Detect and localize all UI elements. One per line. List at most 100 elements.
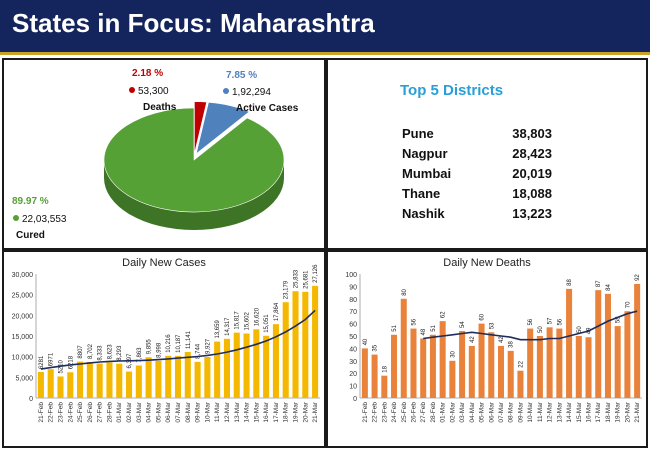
x-tick-label: 12-Mar xyxy=(224,401,231,422)
x-tick-label: 25-Feb xyxy=(77,402,84,423)
y-tick-label: 90 xyxy=(349,284,357,291)
bar xyxy=(624,311,631,398)
bar xyxy=(566,288,573,398)
district-name: Pune xyxy=(402,126,434,141)
bar-data-label: 6281 xyxy=(39,355,45,369)
bar xyxy=(145,357,152,398)
bar xyxy=(67,372,74,398)
district-name: Nashik xyxy=(402,206,445,221)
y-tick-label: 60 xyxy=(349,322,357,329)
district-value: 28,423 xyxy=(512,146,552,161)
bar-data-label: 23,179 xyxy=(284,280,290,299)
top-districts-title: Top 5 Districts xyxy=(400,82,504,99)
x-tick-label: 02-Mar xyxy=(126,401,133,422)
x-tick-label: 04-Mar xyxy=(469,401,476,422)
y-tick-label: 5,000 xyxy=(15,375,33,382)
district-value: 38,803 xyxy=(512,126,552,141)
bar-data-label: 53 xyxy=(489,322,495,329)
x-tick-label: 27-Feb xyxy=(97,402,104,423)
x-tick-label: 19-Mar xyxy=(615,401,622,422)
x-tick-label: 23-Feb xyxy=(57,402,64,423)
y-tick-label: 0 xyxy=(353,396,357,403)
x-tick-label: 23-Feb xyxy=(381,402,388,423)
bar xyxy=(381,375,388,398)
bar xyxy=(575,336,582,398)
district-name: Mumbai xyxy=(402,166,452,181)
y-tick-label: 0 xyxy=(29,396,33,403)
bar-data-label: 62 xyxy=(441,311,447,318)
x-tick-label: 21-Mar xyxy=(312,401,319,422)
x-tick-label: 12-Mar xyxy=(547,401,554,422)
active-name-label: Active Cases xyxy=(236,103,299,114)
x-tick-label: 09-Mar xyxy=(517,401,524,422)
x-tick-label: 24-Feb xyxy=(67,402,74,423)
bar-data-label: 57 xyxy=(548,317,554,324)
bar xyxy=(546,327,553,398)
x-tick-label: 03-Mar xyxy=(459,401,466,422)
bar-data-label: 51 xyxy=(431,324,437,331)
bar-data-label: 40 xyxy=(363,338,369,345)
bar xyxy=(449,360,456,398)
bar-data-label: 56 xyxy=(528,318,534,325)
bar xyxy=(214,341,221,398)
bar-data-label: 8,702 xyxy=(88,343,94,359)
bar-data-label: 56 xyxy=(411,318,417,325)
y-tick-label: 20,000 xyxy=(12,313,34,320)
bar xyxy=(165,355,172,398)
deaths-legend-dot xyxy=(129,87,135,93)
x-tick-label: 28-Feb xyxy=(430,402,437,423)
bar-data-label: 6971 xyxy=(49,352,55,366)
x-tick-label: 17-Mar xyxy=(273,401,280,422)
y-tick-label: 80 xyxy=(349,297,357,304)
bar-data-label: 30 xyxy=(450,350,456,357)
pie-side-wall xyxy=(104,160,284,230)
bar xyxy=(429,334,436,398)
district-row: Nashik 13,223 xyxy=(402,206,552,224)
deaths-value-label: 53,300 xyxy=(138,86,169,97)
x-tick-label: 01-Mar xyxy=(116,401,123,422)
bar-data-label: 56 xyxy=(557,318,563,325)
y-tick-label: 30 xyxy=(349,359,357,366)
y-tick-label: 50 xyxy=(349,334,357,341)
bar xyxy=(57,376,64,398)
bar-data-label: 8,744 xyxy=(196,343,202,359)
bar xyxy=(468,345,475,398)
bar xyxy=(272,324,279,398)
x-tick-label: 22-Feb xyxy=(372,402,379,423)
bar xyxy=(96,363,103,398)
daily-cases-chart: Daily New Cases 0 5,000 10,000 15,000 20,000 2… xyxy=(12,257,320,423)
active-legend-dot xyxy=(223,88,229,94)
district-row: Nagpur 28,423 xyxy=(402,146,552,164)
bar-data-label: 9,855 xyxy=(147,339,153,355)
y-tick-label: 100 xyxy=(345,272,357,279)
cured-percent-label: 89.97 % xyxy=(12,196,49,207)
bar xyxy=(391,334,398,398)
x-tick-label: 28-Feb xyxy=(106,402,113,423)
bar-data-label: 42 xyxy=(499,336,505,343)
x-tick-label: 25-Feb xyxy=(401,402,408,423)
bar xyxy=(634,283,641,398)
active-percent-label: 7.85 % xyxy=(226,70,257,81)
district-value: 13,223 xyxy=(512,206,552,221)
y-tick-label: 30,000 xyxy=(12,272,34,279)
deaths-name-label: Deaths xyxy=(143,102,177,113)
bar xyxy=(614,326,621,398)
bar-data-label: 15,051 xyxy=(264,314,270,333)
bar-data-label: 16,620 xyxy=(254,307,260,326)
bar xyxy=(556,328,563,398)
x-tick-label: 13-Mar xyxy=(234,401,241,422)
bar xyxy=(517,370,524,398)
status-pie-chart: 2.18 % 53,300 Deaths 7.85 % 1,92,294 Active C… xyxy=(12,68,299,241)
x-tick-label: 06-Mar xyxy=(488,401,495,422)
bar-data-label: 6218 xyxy=(68,355,74,369)
active-value-label: 1,92,294 xyxy=(232,87,271,98)
x-tick-label: 06-Mar xyxy=(165,401,172,422)
x-tick-label: 20-Mar xyxy=(302,401,309,422)
pie-slice-deaths xyxy=(194,101,208,154)
pie-slice-active-cases xyxy=(195,101,250,155)
bar-data-label: 54 xyxy=(460,321,466,328)
bar-data-label: 8807 xyxy=(78,345,84,359)
bar-data-label: 87 xyxy=(596,280,602,287)
bar xyxy=(536,336,543,398)
bar xyxy=(410,328,417,398)
